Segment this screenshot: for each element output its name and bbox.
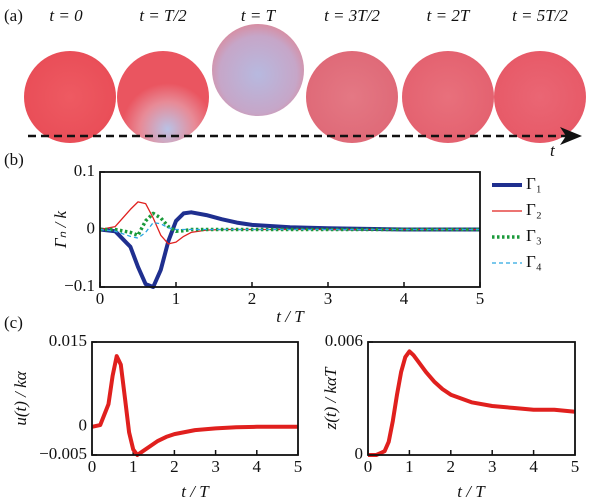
frame [117, 51, 209, 143]
frame [494, 51, 586, 143]
frame-label: t = 2T [427, 6, 471, 25]
legend-label: Γ₃ [526, 226, 542, 245]
x-tick-label: 0 [96, 289, 105, 308]
x-tick-label: 4 [253, 457, 262, 476]
x-axis-label: t / T [276, 307, 305, 326]
y-tick-label: 0 [79, 416, 88, 435]
x-tick-label: 2 [447, 457, 456, 476]
x-tick-label: 5 [476, 289, 485, 308]
legend-label: Γ₁ [526, 174, 542, 193]
legend-label: Γ₄ [526, 252, 542, 271]
legend-label: Γ₂ [526, 200, 542, 219]
frame [212, 24, 304, 116]
frame [306, 51, 398, 143]
x-tick-label: 0 [364, 457, 373, 476]
panel-label: (c) [4, 313, 23, 332]
frame-label: t = T [241, 6, 277, 25]
x-tick-label: 3 [324, 289, 333, 308]
x-tick-label: 5 [294, 457, 303, 476]
y-axis-label: u(t) / kα [11, 370, 30, 425]
plot-frame [367, 341, 576, 456]
frame-label: t = T/2 [139, 6, 187, 25]
frame [402, 51, 494, 143]
time-axis-label: t [550, 141, 556, 160]
plot-frame [99, 171, 481, 288]
frame-label: t = 0 [49, 6, 83, 25]
plot-frame [91, 341, 299, 456]
panel-label: (b) [4, 150, 24, 169]
x-axis-label: t / T [181, 482, 210, 501]
y-tick-label: −0.1 [64, 276, 95, 295]
series-line [91, 354, 298, 457]
x-tick-label: 1 [129, 457, 138, 476]
frame-label: t = 5T/2 [512, 6, 568, 25]
x-tick-label: 5 [571, 457, 580, 476]
x-tick-label: 4 [400, 289, 409, 308]
y-axis-label: Γₙ / k [51, 210, 70, 249]
y-tick-label: 0.1 [74, 161, 95, 180]
series-line [368, 349, 576, 457]
frames [24, 24, 586, 143]
series-line [99, 221, 480, 239]
y-tick-label: 0.006 [325, 331, 363, 350]
x-axis-label: t / T [457, 482, 486, 501]
series-line [100, 211, 480, 238]
y-tick-label: 0.015 [49, 331, 87, 350]
x-tick-label: 2 [248, 289, 257, 308]
x-tick-label: 3 [488, 457, 497, 476]
panel-label: (a) [4, 6, 23, 25]
x-tick-label: 4 [529, 457, 538, 476]
x-tick-label: 0 [88, 457, 97, 476]
y-tick-label: −0.005 [39, 444, 87, 463]
x-tick-label: 3 [211, 457, 220, 476]
frame [24, 51, 116, 143]
x-tick-label: 2 [170, 457, 179, 476]
frame-label: t = 3T/2 [324, 6, 380, 25]
arrow-head [560, 127, 582, 145]
y-axis-label: z(t) / kαT [321, 366, 340, 430]
x-tick-label: 1 [172, 289, 181, 308]
y-tick-label: 0 [87, 218, 96, 237]
x-tick-label: 1 [405, 457, 414, 476]
y-tick-label: 0 [355, 444, 364, 463]
